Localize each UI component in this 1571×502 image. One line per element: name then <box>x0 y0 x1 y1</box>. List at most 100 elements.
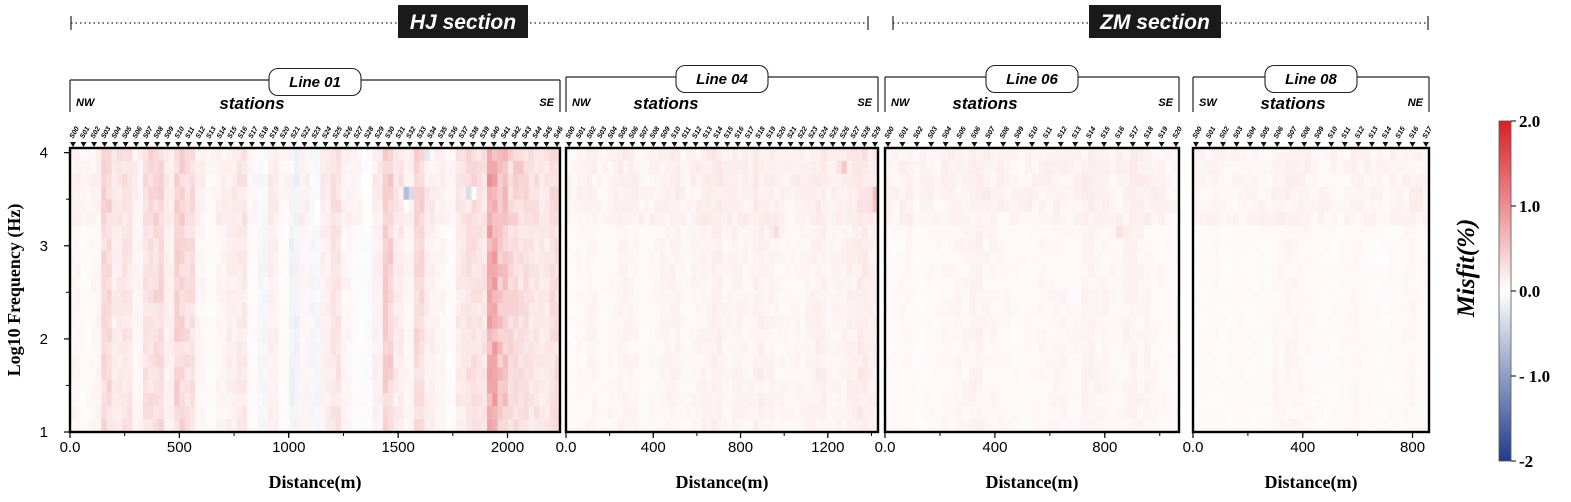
heatmap-cell <box>649 277 655 291</box>
heatmap-cell <box>1225 328 1233 343</box>
heatmap-cell <box>805 380 811 394</box>
heatmap-cell <box>554 380 561 394</box>
heatmap-cell <box>1004 328 1012 343</box>
heatmap-cell <box>659 186 666 201</box>
heatmap-cell <box>419 186 425 201</box>
heatmap-cell <box>1245 225 1253 239</box>
heatmap-cell <box>471 393 477 407</box>
heatmap-cell <box>581 328 588 343</box>
heatmap-cell <box>278 328 285 343</box>
heatmap-cell <box>913 264 921 278</box>
heatmap-cell <box>116 173 123 188</box>
heatmap-cell <box>1206 354 1214 368</box>
x-tick-label: 0.0 <box>556 439 577 456</box>
heatmap-cell <box>403 212 410 226</box>
heatmap-cell <box>1252 367 1259 381</box>
heatmap-cell <box>1025 212 1033 226</box>
heatmap-cell <box>231 406 238 420</box>
heatmap-cell <box>523 341 530 355</box>
heatmap-cell <box>111 238 118 252</box>
heatmap-cell <box>288 290 295 304</box>
heatmap-cell <box>779 238 785 252</box>
heatmap-cell <box>784 225 790 239</box>
heatmap-cell <box>675 212 681 226</box>
heatmap-cell <box>236 406 243 420</box>
heatmap-cell <box>711 341 718 355</box>
heatmap-cell <box>315 419 321 433</box>
heatmap-cell <box>361 264 368 278</box>
station-marker <box>280 142 287 147</box>
station-marker <box>885 142 891 147</box>
heatmap-cell <box>408 302 415 317</box>
heatmap-cell <box>820 341 827 355</box>
heatmap-cell <box>189 315 196 330</box>
heatmap-cell <box>398 367 405 381</box>
heatmap-cell <box>1265 238 1273 252</box>
heatmap-cell <box>523 354 530 368</box>
heatmap-cell <box>576 380 582 394</box>
heatmap-cell <box>414 419 420 433</box>
heatmap-cell <box>867 315 874 330</box>
heatmap-cell <box>252 380 259 394</box>
heatmap-cell <box>906 367 914 381</box>
heatmap-cell <box>1018 173 1026 188</box>
heatmap-cell <box>1130 238 1138 252</box>
heatmap-cell <box>654 199 660 213</box>
heatmap-cell <box>862 290 868 304</box>
heatmap-cell <box>602 341 608 355</box>
heatmap-cell <box>990 186 998 201</box>
heatmap-cell <box>934 367 942 381</box>
heatmap-cell <box>1095 238 1103 252</box>
heatmap-cell <box>294 212 300 226</box>
heatmap-cell <box>1067 354 1075 368</box>
heatmap-cell <box>1102 186 1110 201</box>
heatmap-cell <box>566 186 572 201</box>
heatmap-cell <box>148 393 154 407</box>
heatmap-cell <box>455 367 462 381</box>
heatmap-cell <box>706 328 712 343</box>
heatmap-cell <box>320 367 326 381</box>
heatmap-cell <box>1219 148 1227 162</box>
heatmap-cell <box>1018 277 1026 291</box>
heatmap-cell <box>101 341 107 355</box>
heatmap-cell <box>774 186 780 201</box>
heatmap-cell <box>654 225 660 239</box>
heatmap-cell <box>1193 406 1200 420</box>
heatmap-cell <box>690 173 697 188</box>
heatmap-cell <box>1258 225 1266 239</box>
heatmap-cell <box>408 238 415 252</box>
heatmap-cell <box>513 328 519 343</box>
heatmap-cell <box>680 277 686 291</box>
heatmap-cell <box>748 251 754 265</box>
heatmap-cell <box>690 380 697 394</box>
heatmap-cell <box>664 341 671 355</box>
heatmap-cell <box>1284 393 1292 407</box>
heatmap-cell <box>252 419 259 433</box>
y-tick-label: 1 <box>40 424 48 441</box>
heatmap-cell <box>836 277 842 291</box>
heatmap-cell <box>549 186 556 201</box>
heatmap-cell <box>1074 212 1082 226</box>
heatmap-cell <box>716 393 723 407</box>
heatmap-cell <box>576 277 582 291</box>
heatmap-cell <box>273 173 279 188</box>
heatmap-cell <box>862 212 868 226</box>
station-label: S45 <box>542 126 554 140</box>
heatmap-cell <box>789 225 796 239</box>
heatmap-cell <box>680 160 686 175</box>
heatmap-cell <box>831 302 837 317</box>
heatmap-cell <box>571 212 577 226</box>
heatmap-cell <box>722 186 728 201</box>
heatmap-cell <box>820 225 827 239</box>
heatmap-cell <box>226 186 232 201</box>
heatmap-cell <box>142 212 149 226</box>
heatmap-cell <box>872 302 879 317</box>
heatmap-cell <box>1067 199 1075 213</box>
heatmap-cell <box>685 302 692 317</box>
heatmap-cell <box>221 406 227 420</box>
heatmap-cell <box>273 212 279 226</box>
heatmap-cell <box>1165 264 1173 278</box>
heatmap-cell <box>309 367 316 381</box>
heatmap-cell <box>927 251 935 265</box>
heatmap-cell <box>1088 264 1096 278</box>
